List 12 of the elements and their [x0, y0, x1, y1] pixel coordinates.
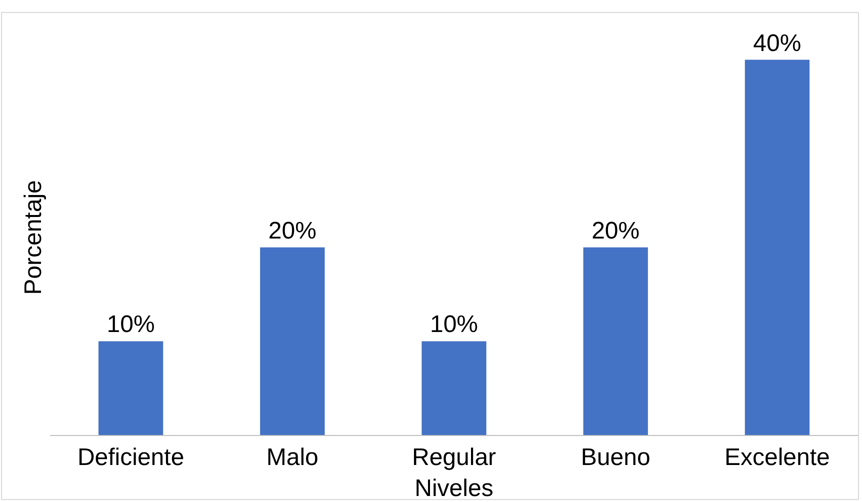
x-tick-label: Bueno	[580, 444, 650, 471]
x-tick-label: Excelente	[724, 444, 830, 471]
x-tick-label: Regular	[412, 444, 496, 471]
y-axis-title: Porcentaje	[20, 180, 48, 295]
data-label: 10%	[106, 311, 155, 338]
data-label: 20%	[592, 217, 640, 244]
data-label: 40%	[753, 30, 802, 57]
data-label: 10%	[430, 311, 478, 338]
x-tick-label: Deficiente	[77, 444, 184, 471]
data-label: 20%	[268, 217, 316, 244]
x-axis-title: Niveles	[414, 475, 494, 502]
x-tick-label: Malo	[266, 444, 318, 471]
